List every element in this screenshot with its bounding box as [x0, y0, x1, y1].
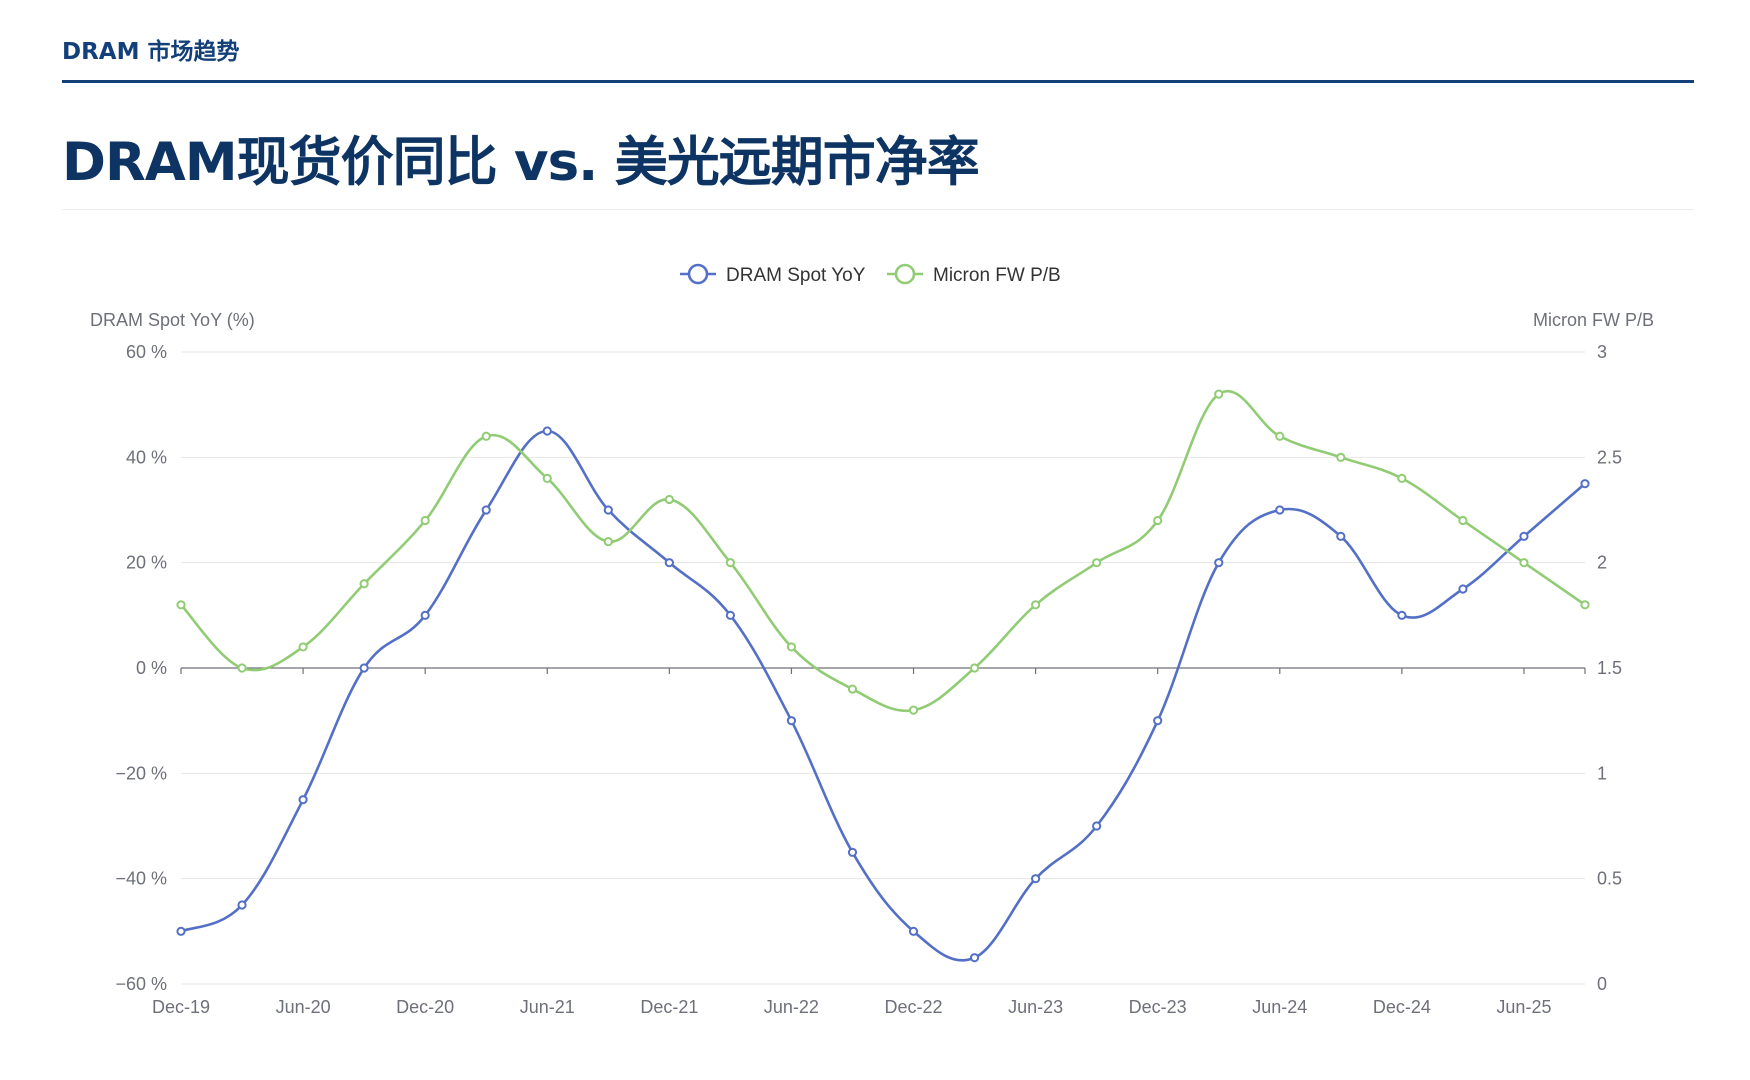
- series-line-micron-fw-p-b: [180, 390, 1586, 713]
- x-tick-label: Jun-24: [1252, 997, 1307, 1017]
- data-point-dram-spot-yoy: [847, 847, 858, 857]
- data-point-dram-spot-yoy: [1214, 558, 1224, 568]
- y-right-tick-label: 1: [1597, 763, 1607, 783]
- data-point-dram-spot-yoy: [725, 610, 735, 620]
- data-point-dram-spot-yoy: [1397, 610, 1407, 620]
- y-left-axis-title: DRAM Spot YoY (%): [90, 310, 255, 330]
- data-point-dram-spot-yoy: [1031, 874, 1041, 884]
- x-tick-label: Dec-19: [152, 997, 210, 1017]
- y-left-tick-label: −20 %: [115, 763, 167, 783]
- y-left-tick-label: −60 %: [115, 974, 167, 994]
- y-right-tick-label: 2: [1597, 553, 1607, 573]
- y-right-tick-label: 2.5: [1597, 447, 1622, 467]
- data-point-dram-spot-yoy: [237, 900, 247, 910]
- x-tick-label: Jun-20: [276, 997, 331, 1017]
- data-point-dram-spot-yoy: [603, 505, 613, 515]
- data-point-micron-fw-p-b: [1031, 600, 1041, 610]
- y-left-tick-label: 60 %: [126, 342, 167, 362]
- title-divider: [62, 209, 1694, 210]
- data-point-dram-spot-yoy: [1092, 821, 1102, 831]
- y-left-tick-label: 40 %: [126, 447, 167, 467]
- legend-marker-micron-fw-p-b: [894, 263, 916, 285]
- data-point-micron-fw-p-b: [237, 663, 247, 673]
- data-point-dram-spot-yoy: [481, 505, 491, 515]
- y-right-axis-title: Micron FW P/B: [1533, 310, 1654, 330]
- x-tick-label: Dec-24: [1373, 997, 1431, 1017]
- header-divider: [62, 80, 1694, 83]
- x-tick-label: Jun-23: [1008, 997, 1063, 1017]
- data-point-micron-fw-p-b: [847, 684, 858, 694]
- data-point-micron-fw-p-b: [1153, 515, 1163, 526]
- data-point-dram-spot-yoy: [542, 426, 552, 436]
- section-label: DRAM 市场趋势: [62, 39, 240, 65]
- data-point-dram-spot-yoy: [1458, 584, 1468, 594]
- x-tick-label: Jun-22: [764, 997, 819, 1017]
- data-point-micron-fw-p-b: [1580, 600, 1590, 610]
- data-point-micron-fw-p-b: [481, 431, 491, 441]
- data-point-micron-fw-p-b: [176, 600, 186, 610]
- y-right-tick-label: 3: [1597, 342, 1607, 362]
- data-point-micron-fw-p-b: [1092, 558, 1102, 568]
- data-point-micron-fw-p-b: [969, 663, 980, 673]
- data-point-dram-spot-yoy: [1580, 479, 1590, 489]
- x-tick-label: Dec-20: [396, 997, 454, 1017]
- data-point-dram-spot-yoy: [969, 953, 980, 963]
- data-point-dram-spot-yoy: [664, 558, 674, 568]
- data-point-micron-fw-p-b: [603, 537, 613, 547]
- data-point-dram-spot-yoy: [298, 795, 308, 805]
- data-point-micron-fw-p-b: [1397, 473, 1407, 483]
- y-right-tick-label: 0: [1597, 974, 1607, 994]
- x-tick-label: Dec-22: [885, 997, 943, 1017]
- legend-marker-dram-spot-yoy: [687, 263, 709, 285]
- data-point-micron-fw-p-b: [908, 705, 919, 715]
- x-tick-label: Dec-21: [640, 997, 698, 1017]
- data-point-micron-fw-p-b: [664, 494, 674, 505]
- data-point-micron-fw-p-b: [1336, 452, 1346, 462]
- data-point-micron-fw-p-b: [1214, 389, 1224, 399]
- y-left-tick-label: 20 %: [126, 553, 167, 573]
- series-line-dram-spot-yoy: [180, 429, 1586, 962]
- x-tick-label: Dec-23: [1129, 997, 1187, 1017]
- x-tick-label: Jun-25: [1496, 997, 1551, 1017]
- data-point-micron-fw-p-b: [1275, 431, 1285, 441]
- data-point-dram-spot-yoy: [786, 716, 797, 726]
- data-point-dram-spot-yoy: [176, 926, 186, 936]
- data-point-dram-spot-yoy: [420, 610, 430, 620]
- y-right-tick-label: 1.5: [1597, 658, 1622, 678]
- data-point-micron-fw-p-b: [786, 642, 797, 652]
- data-point-micron-fw-p-b: [359, 579, 369, 589]
- y-right-tick-label: 0.5: [1597, 869, 1622, 889]
- data-point-micron-fw-p-b: [1458, 515, 1468, 526]
- data-point-micron-fw-p-b: [298, 642, 308, 652]
- y-left-tick-label: −40 %: [115, 869, 167, 889]
- data-point-dram-spot-yoy: [1153, 716, 1163, 726]
- legend-label-micron-fw-p-b: Micron FW P/B: [933, 265, 1061, 286]
- data-point-dram-spot-yoy: [1519, 531, 1529, 541]
- data-point-micron-fw-p-b: [542, 473, 552, 483]
- x-tick-label: Jun-21: [520, 997, 575, 1017]
- data-point-micron-fw-p-b: [1519, 558, 1529, 568]
- data-point-dram-spot-yoy: [359, 663, 369, 673]
- data-point-dram-spot-yoy: [1275, 505, 1285, 515]
- data-point-dram-spot-yoy: [908, 926, 919, 936]
- data-point-dram-spot-yoy: [1336, 531, 1346, 541]
- page-title: DRAM现货价同比 vs. 美光远期市净率: [62, 132, 980, 193]
- data-point-micron-fw-p-b: [725, 558, 735, 568]
- y-left-tick-label: 0 %: [136, 658, 167, 678]
- data-point-micron-fw-p-b: [420, 515, 430, 526]
- legend-label-dram-spot-yoy: DRAM Spot YoY: [726, 265, 866, 286]
